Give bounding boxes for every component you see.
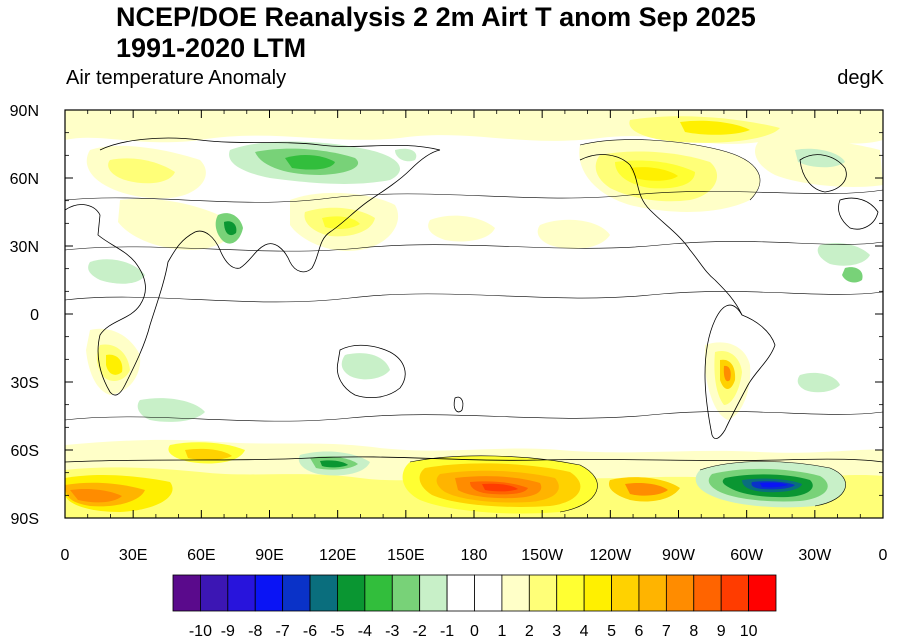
colorbar-label: 2 [525,623,534,640]
x-tick-label: 150W [521,547,564,564]
colorbar-swatch [200,574,229,612]
colorbar-label: 6 [635,623,644,640]
colorbar-label: 7 [662,623,671,640]
colorbar-swatch [172,574,201,612]
colorbar-label: 3 [552,623,561,640]
colorbar-label: 5 [607,623,616,640]
x-axis: 0 30E 60E 90E 120E 150E 180 150W 120W 90W 60W 30W 0 [61,110,888,564]
colorbar-swatch [611,574,640,612]
colorbar-label: -5 [330,623,344,640]
x-tick-label: 30W [798,547,832,564]
colorbar-label: -8 [248,623,262,640]
colorbar-swatch [665,574,695,612]
colorbar-swatch [528,574,558,612]
colorbar-swatch [583,574,612,612]
colorbar-label: 4 [580,623,589,640]
colorbar-swatch [227,574,256,612]
colorbar-label: 0 [470,623,479,640]
map-title-line1: NCEP/DOE Reanalysis 2 2m Airt T anom Sep… [116,2,756,32]
y-axis: 90N 60N 30N 0 30S 60S 90S [10,103,883,528]
y-tick-label: 0 [30,307,39,324]
colorbar-label: 9 [717,623,726,640]
x-tick-label: 30E [119,547,147,564]
x-tick-label: 120E [319,547,356,564]
x-tick-label: 60W [730,547,764,564]
colorbar-swatch [720,574,749,612]
map-title-line2: 1991-2020 LTM [116,33,307,63]
colorbar-label: -2 [413,623,427,640]
y-tick-label: 90N [10,103,39,120]
variable-label: Air temperature Anomaly [66,67,287,89]
colorbar-label: 1 [497,623,506,640]
colorbar-swatch [748,574,777,612]
y-tick-label: 90S [11,511,39,528]
colorbar-swatch [556,574,585,612]
units-label: degK [837,67,884,89]
colorbar-label: -10 [189,623,212,640]
colorbar-label: -4 [358,623,372,640]
colorbar-label: -1 [440,623,454,640]
colorbar-swatch [446,574,475,612]
y-tick-label: 60S [11,443,39,460]
colorbar-swatch [474,574,503,612]
x-tick-label: 90W [662,547,696,564]
colorbar-swatch [282,574,311,612]
x-tick-label: 150E [387,547,424,564]
colorbar: -10 -9 -8 -7 -6 -5 -4 -3 -2 -1 0 1 2 3 4 5 6 7 8 9 10 [172,574,777,640]
colorbar-swatch [501,574,530,612]
colorbar-label: -9 [221,623,235,640]
colorbar-swatch [693,574,722,612]
x-tick-label: 120W [589,547,632,564]
colorbar-swatch [364,574,393,612]
colorbar-label: -6 [303,623,317,640]
anomaly-field [65,110,883,518]
x-tick-label: 0 [879,547,888,564]
colorbar-label: -7 [276,623,290,640]
x-tick-label: 180 [461,547,488,564]
y-tick-label: 30N [10,239,39,256]
colorbar-label: 8 [689,623,698,640]
colorbar-swatch [254,574,284,612]
x-tick-label: 60E [187,547,215,564]
colorbar-label: -3 [385,623,399,640]
colorbar-swatch [309,574,338,612]
colorbar-swatch [638,574,667,612]
x-tick-label: 0 [61,547,70,564]
colorbar-swatch [391,574,421,612]
y-tick-label: 30S [11,375,39,392]
colorbar-swatch [419,574,448,612]
x-tick-label: 90E [255,547,283,564]
colorbar-swatch [337,574,366,612]
colorbar-label: 10 [740,623,758,640]
y-tick-label: 60N [10,171,39,188]
